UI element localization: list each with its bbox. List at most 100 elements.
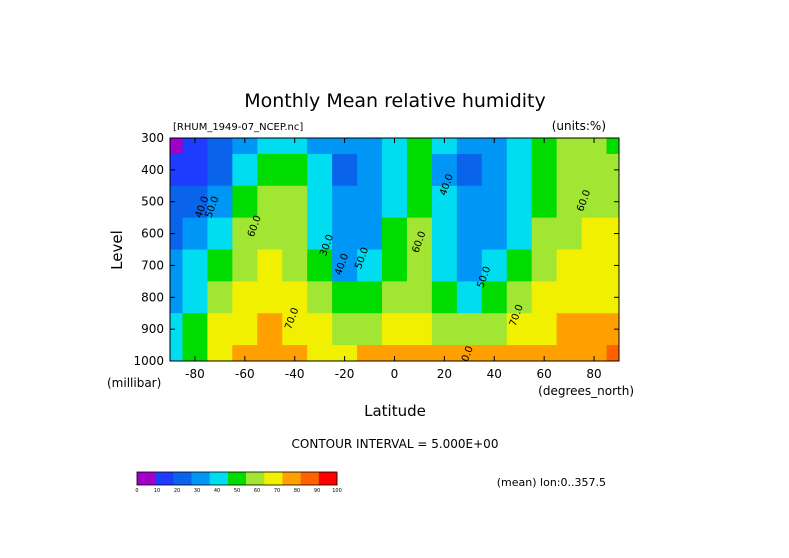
heatmap-cell	[382, 217, 408, 251]
heatmap-cell	[332, 217, 358, 251]
heatmap-cell	[332, 138, 358, 155]
y-units-label: (millibar)	[107, 376, 161, 390]
legend-swatch	[173, 472, 192, 485]
heatmap-cell	[606, 249, 619, 282]
y-axis-title: Level	[108, 230, 126, 270]
heatmap-cell	[182, 153, 209, 187]
heatmap-cell	[170, 249, 184, 282]
heatmap-cell	[481, 217, 508, 251]
heatmap-cell	[307, 217, 333, 251]
heatmap-cell	[581, 153, 608, 187]
heatmap-cell	[506, 217, 533, 251]
heatmap-cell	[207, 345, 233, 361]
heatmap-cell	[556, 217, 583, 251]
heatmap-field	[170, 138, 619, 361]
heatmap-cell	[257, 313, 283, 346]
heatmap-cell	[182, 313, 209, 346]
heatmap-cell	[606, 138, 619, 155]
legend-swatch	[282, 472, 301, 485]
heatmap-cell	[257, 185, 283, 219]
heatmap-cell	[431, 153, 458, 187]
heatmap-cell	[232, 313, 258, 346]
legend-swatch	[137, 472, 156, 485]
heatmap-cell	[357, 185, 383, 219]
y-tick-label: 800	[141, 290, 164, 304]
heatmap-cell	[232, 217, 258, 251]
heatmap-cell	[282, 345, 308, 361]
y-tick-label: 600	[141, 227, 164, 241]
heatmap-cell	[606, 153, 619, 187]
heatmap-cell	[170, 138, 184, 155]
heatmap-cell	[307, 249, 333, 282]
heatmap-cell	[581, 249, 608, 282]
heatmap-cell	[606, 345, 619, 361]
heatmap-cell	[606, 185, 619, 219]
heatmap-cell	[232, 153, 258, 187]
legend-frame	[136, 471, 338, 486]
legend-label: 40	[214, 488, 220, 494]
heatmap-cell	[406, 313, 433, 346]
y-axis-ticks: 300 400 500 600 700 800 900 1000	[133, 131, 619, 368]
chart-title: Monthly Mean relative humidity	[244, 90, 546, 112]
heatmap-cell	[556, 281, 583, 314]
heatmap-cell	[431, 138, 458, 155]
heatmap-cell	[406, 153, 433, 187]
legend-label: 80	[294, 488, 300, 494]
heatmap-cell	[431, 345, 458, 361]
heatmap-cell	[232, 345, 258, 361]
y-tick-label: 700	[141, 258, 164, 272]
legend-label: 90	[314, 488, 320, 494]
contour-interval-label: CONTOUR INTERVAL = 5.000E+00	[292, 437, 499, 451]
heatmap-cell	[456, 153, 483, 187]
heatmap-cell	[556, 313, 583, 346]
heatmap-cell	[332, 281, 358, 314]
x-tick-label: -60	[235, 367, 255, 381]
heatmap-cell	[207, 153, 233, 187]
heatmap-cell	[182, 185, 209, 219]
heatmap-cell	[506, 153, 533, 187]
heatmap-cell	[182, 138, 209, 155]
heatmap-cell	[456, 345, 483, 361]
x-tick-label: -20	[335, 367, 355, 381]
heatmap-cell	[531, 217, 558, 251]
heatmap-cell	[332, 313, 358, 346]
legend-swatch	[209, 472, 229, 485]
x-units-label: (degrees_north)	[538, 384, 634, 398]
legend-label: 50	[234, 488, 240, 494]
heatmap-cell	[382, 153, 408, 187]
units-label: (units:%)	[552, 119, 606, 133]
heatmap-cell	[556, 185, 583, 219]
legend-label: 0	[135, 488, 138, 494]
heatmap-cell	[207, 217, 233, 251]
heatmap-cell	[257, 153, 283, 187]
heatmap-cell	[307, 281, 333, 314]
heatmap-cell	[282, 313, 308, 346]
y-tick-label: 500	[141, 195, 164, 209]
heatmap-cell	[170, 185, 184, 219]
heatmap-cell	[382, 138, 408, 155]
heatmap-cell	[357, 249, 383, 282]
heatmap-cell	[182, 345, 209, 361]
heatmap-cell	[307, 138, 333, 155]
heatmap-cell	[531, 345, 558, 361]
heatmap-cell	[556, 153, 583, 187]
heatmap-cell	[531, 185, 558, 219]
heatmap-cell	[170, 313, 184, 346]
heatmap-cell	[481, 138, 508, 155]
x-axis-ticks: -80 -60 -40 -20 0 20 40 60 80	[185, 138, 602, 381]
x-tick-label: 40	[487, 367, 502, 381]
heatmap-cell	[531, 281, 558, 314]
heatmap-cell	[406, 217, 433, 251]
x-tick-label: -40	[285, 367, 305, 381]
heatmap-cell	[382, 345, 408, 361]
heatmap-cell	[307, 345, 333, 361]
y-tick-label: 400	[141, 163, 164, 177]
heatmap-cell	[431, 249, 458, 282]
legend-label: 70	[274, 488, 280, 494]
heatmap-cell	[406, 185, 433, 219]
heatmap-cell	[406, 249, 433, 282]
heatmap-cell	[257, 249, 283, 282]
heatmap-cell	[357, 345, 383, 361]
heatmap-cell	[481, 185, 508, 219]
